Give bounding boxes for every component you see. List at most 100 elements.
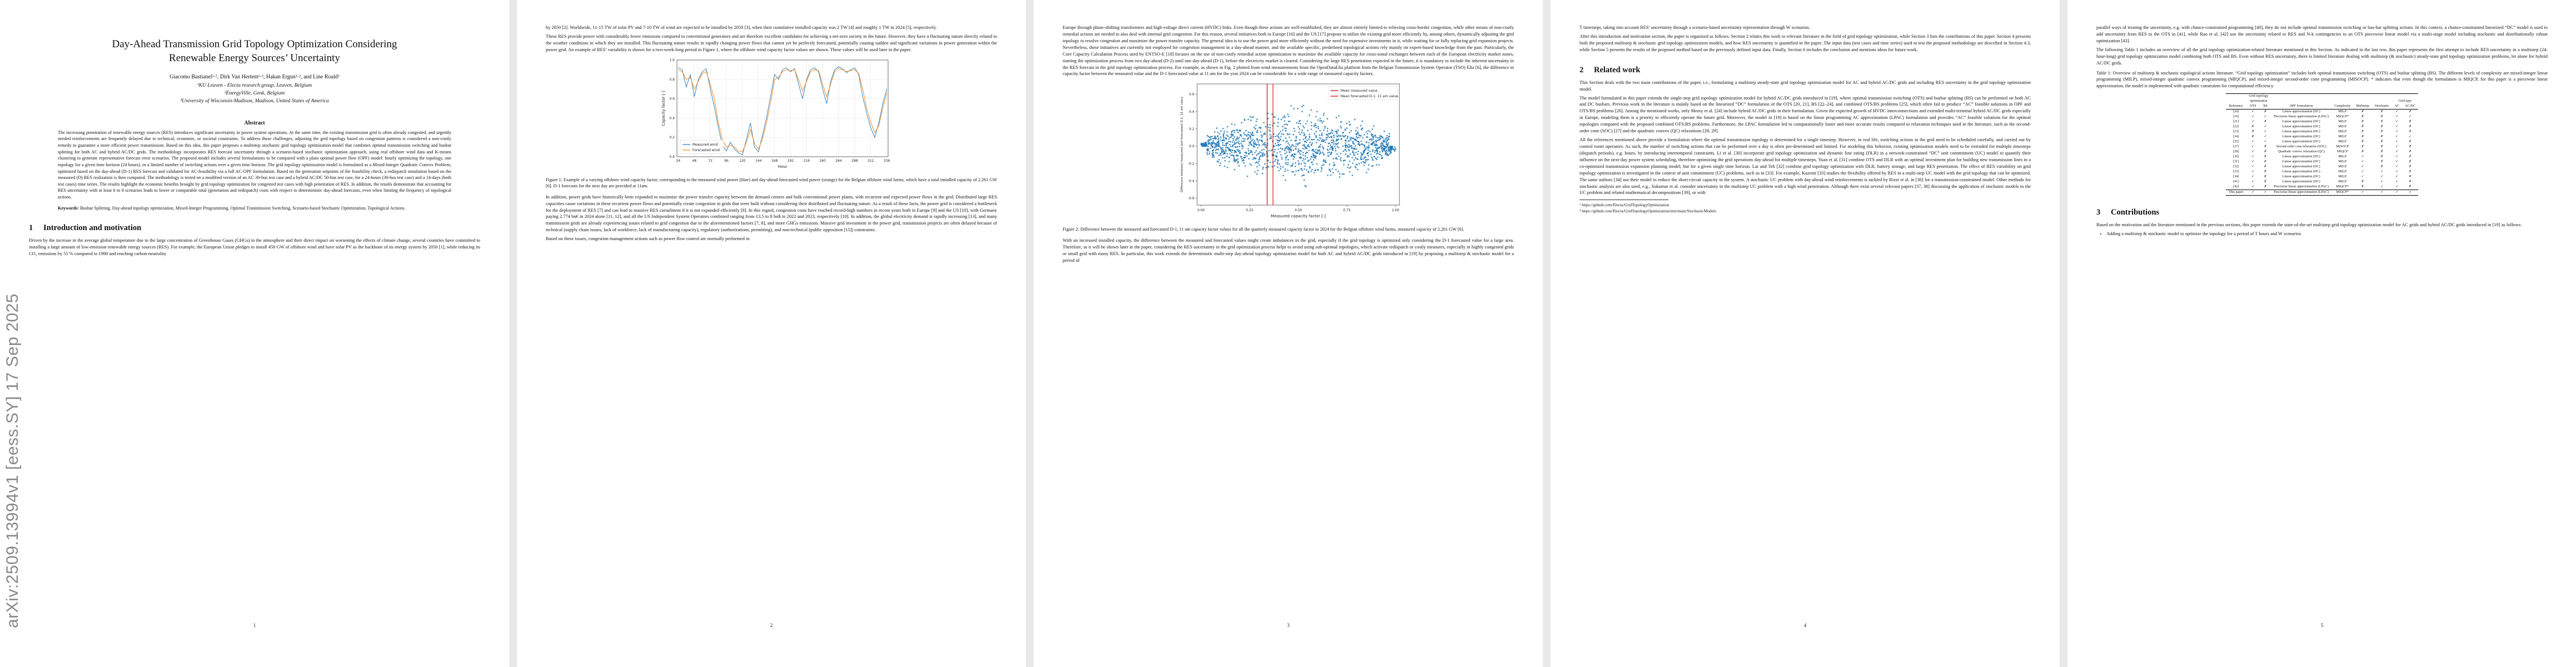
scatter-point: [1339, 135, 1341, 137]
table-row: [33] ✓ ✗ Linear approximation (DC) MILP ✓ ✓ ✓ ✗: [2226, 170, 2418, 175]
scatter-point: [1289, 147, 1291, 149]
scatter-point: [1233, 136, 1235, 138]
scatter-point: [1348, 149, 1349, 151]
table-cell: ✗: [2380, 134, 2384, 138]
table-row: [25] ✓ ✓ Linear approximation (DC) MILP ✗ ✗ ✓ ✗: [2226, 140, 2418, 145]
table-cell: ✓: [2251, 119, 2255, 123]
scatter-point: [1258, 127, 1260, 129]
paragraph: by 2050 [2]. Worldwide, 11-15 TW of sola…: [546, 25, 937, 30]
scatter-point: [1315, 131, 1317, 133]
scatter-point: [1372, 149, 1374, 151]
scatter-point: [1234, 152, 1235, 153]
scatter-point: [1280, 144, 1282, 146]
scatter-point: [1212, 138, 1214, 140]
scatter-point: [1274, 136, 1277, 138]
th-reference: Reference: [2225, 103, 2246, 109]
scatter-point: [1371, 140, 1373, 142]
scatter-point: [1264, 163, 1266, 165]
scatter-point: [1223, 150, 1225, 151]
scatter-point: [1319, 130, 1321, 132]
table-cell: ✓: [2372, 190, 2392, 196]
scatter-point: [1316, 142, 1318, 143]
table-row: [22] ✗ ✓ Linear approximation (DC) MILP ✗ ✗ ✓ ✗: [2226, 125, 2418, 130]
scatter-point: [1347, 167, 1349, 169]
title-line-2: Renewable Energy Sources’ Uncertainty: [169, 52, 340, 64]
table-cell: ✗: [2264, 144, 2267, 148]
scatter-point: [1251, 151, 1253, 153]
table-cell: MIQCP*: [2336, 114, 2349, 118]
scatter-point: [1307, 152, 1308, 154]
scatter-point: [1349, 140, 1351, 142]
scatter-point: [1312, 153, 1314, 155]
scatter-point: [1354, 138, 1357, 141]
scatter-point: [1277, 118, 1279, 120]
scatter-point: [1289, 133, 1291, 135]
table-cell: ✗: [2264, 154, 2267, 158]
scatter-point: [1376, 158, 1378, 161]
scatter-point: [1389, 149, 1391, 151]
table-cell: MISOCP: [2336, 144, 2349, 148]
table-cell: Linear approximation (DC): [2282, 129, 2320, 133]
table-cell: ✗: [2408, 154, 2412, 158]
scatter-point: [1340, 121, 1342, 123]
scatter-point: [1235, 138, 1237, 140]
scatter-point: [1317, 126, 1319, 128]
scatter-point: [1237, 149, 1239, 151]
scatter-point: [1262, 144, 1264, 146]
scatter-point: [1254, 140, 1255, 142]
scatter-point: [1220, 136, 1222, 138]
paragraph: These RES provide power with considerabl…: [546, 33, 997, 52]
table-cell: ✗: [2251, 129, 2255, 133]
scatter-point: [1222, 157, 1224, 159]
scatter-point: [1259, 151, 1260, 153]
scatter-point: [1232, 130, 1234, 132]
scatter-point: [1211, 136, 1213, 138]
scatter-point: [1287, 155, 1288, 157]
scatter-point: [1287, 113, 1289, 116]
table-cell: MILP: [2338, 119, 2347, 123]
scatter-point: [1362, 153, 1363, 155]
scatter-point: [1389, 152, 1392, 154]
scatter-point: [1323, 154, 1325, 156]
scatter-point: [1283, 115, 1285, 117]
scatter-point: [1217, 132, 1219, 133]
section-heading-2: 2 Related work: [1580, 66, 2031, 75]
scatter-point: [1238, 146, 1240, 148]
scatter-point: [1274, 158, 1277, 161]
scatter-point: [1378, 164, 1380, 166]
table-cell: ✗: [2380, 154, 2384, 158]
y-tick-label: 1.0: [669, 58, 675, 62]
scatter-point: [1240, 122, 1243, 124]
scatter-point: [1303, 179, 1305, 181]
scatter-point: [1230, 133, 1233, 136]
scatter-point: [1260, 135, 1262, 136]
scatter-point: [1213, 149, 1214, 151]
table-cell: [24]: [2233, 134, 2239, 138]
scatter-point: [1302, 155, 1304, 156]
x-tick-label: 336: [884, 159, 890, 163]
table-cell: ✓: [2395, 154, 2399, 158]
scatter-point: [1251, 145, 1253, 146]
table-cell: MILP: [2338, 169, 2347, 173]
scatter-point: [1317, 169, 1319, 171]
scatter-point: [1246, 155, 1248, 157]
scatter-point: [1249, 132, 1251, 134]
scatter-point: [1226, 156, 1228, 157]
table-cell: Linear approximation (DC): [2282, 119, 2320, 123]
scatter-point: [1263, 133, 1265, 135]
scatter-point: [1278, 170, 1280, 172]
scatter-point: [1258, 164, 1260, 166]
scatter-point: [1281, 133, 1283, 135]
scatter-point: [1213, 142, 1215, 144]
table-cell: ✗: [2408, 174, 2412, 178]
scatter-point: [1219, 139, 1222, 141]
scatter-point: [1264, 144, 1267, 146]
y-tick-label: 0.0: [669, 155, 675, 159]
page-number: 3: [1287, 623, 1290, 628]
scatter-point: [1318, 153, 1321, 155]
scatter-point: [1321, 132, 1323, 135]
scatter-point: [1334, 148, 1337, 150]
scatter-point: [1366, 146, 1368, 148]
scatter-point: [1323, 130, 1325, 131]
scatter-point: [1235, 142, 1237, 145]
